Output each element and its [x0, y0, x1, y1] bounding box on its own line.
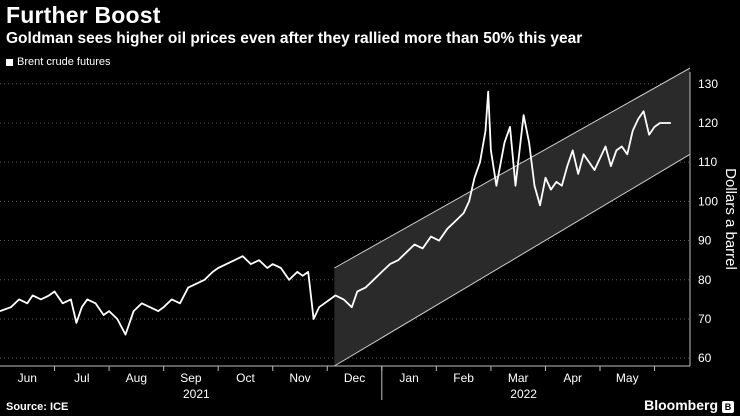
y-tick-label: 90 [698, 234, 712, 248]
x-tick-label: Jun [18, 371, 37, 385]
y-tick-label: 110 [698, 155, 717, 169]
y-axis-title: Dollars a barrel [722, 168, 739, 270]
legend-swatch [6, 58, 13, 66]
x-tick-label: Jul [74, 371, 89, 385]
channel-band [334, 68, 690, 366]
x-tick-label: Dec [344, 371, 365, 385]
x-tick-label: Apr [563, 371, 582, 385]
axes: 60 70 80 90 100 110 120 130 Jun Jul Aug Sep Oct Nov De… [0, 72, 739, 401]
y-tick-label: 70 [698, 312, 712, 326]
channel-lower-line [334, 153, 691, 367]
chart-title: Further Boost [6, 2, 161, 28]
x-tick-label: Sep [180, 371, 202, 385]
x-tick-label: Aug [126, 371, 147, 385]
chart-subtitle: Goldman sees higher oil prices even afte… [6, 30, 583, 47]
x-year-label: 2022 [510, 387, 537, 401]
bloomberg-logo-icon: B [722, 401, 734, 413]
series-line-brent [0, 90, 671, 336]
legend: Brent crude futures [6, 56, 111, 68]
series-layer [0, 90, 671, 336]
x-tick-label: Feb [453, 371, 474, 385]
y-tick-label: 60 [698, 351, 712, 365]
y-tick-label: 120 [698, 116, 718, 130]
x-year-label: 2021 [183, 387, 210, 401]
source-note: Source: ICE [6, 401, 69, 413]
legend-label: Brent crude futures [17, 56, 111, 68]
y-tick-label: 100 [698, 194, 718, 208]
y-tick-label: 130 [698, 77, 718, 91]
y-tick-label: 80 [698, 273, 712, 287]
bloomberg-logo: Bloomberg [644, 397, 718, 413]
x-tick-label: May [616, 371, 639, 385]
x-tick-label: Mar [508, 371, 529, 385]
x-tick-label: Nov [289, 371, 310, 385]
x-tick-label: Oct [236, 371, 255, 385]
channel-upper-line [334, 67, 691, 269]
x-tick-label: Jan [399, 371, 418, 385]
trend-channel [334, 67, 691, 367]
